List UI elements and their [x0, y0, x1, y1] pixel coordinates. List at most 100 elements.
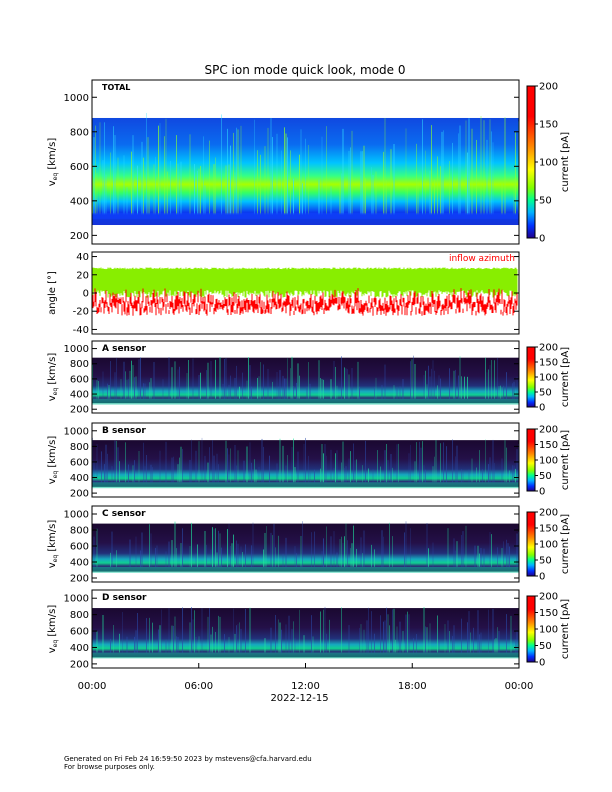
y-tick-label: 200	[70, 405, 89, 416]
y-tick-label: 20	[76, 270, 89, 281]
panel-label: C sensor	[102, 509, 146, 519]
spectrogram-image	[92, 521, 519, 573]
y-tick-label: 600	[70, 627, 89, 638]
angle-legend-label: inflow azimuth	[449, 254, 515, 264]
colorbar-label: current [pA]	[560, 347, 571, 407]
colorbar-tick-label: 0	[539, 658, 545, 669]
panel-label: TOTAL	[102, 83, 130, 92]
footer: Generated on Fri Feb 24 16:59:50 2023 by…	[64, 755, 312, 771]
colorbar-label: current [pA]	[560, 132, 571, 192]
x-tick-label: 06:00	[184, 681, 213, 692]
chart-title: SPC ion mode quick look, mode 0	[205, 63, 406, 77]
colorbar-tick-label: 200	[539, 592, 558, 603]
panel-label: A sensor	[102, 344, 147, 354]
colorbar-tick-label: 100	[539, 625, 558, 636]
colorbar-tick-label: 200	[539, 82, 558, 93]
panel-a-sensor: A sensor 200 400 600 800 1000 veq [km/s] 0 50 100…	[47, 340, 571, 416]
colorbar-tick-label: 200	[539, 425, 558, 436]
y-tick-label: -40	[73, 325, 89, 336]
y-tick-label: 400	[70, 643, 89, 654]
panel-frame	[91, 422, 520, 498]
colorbar-tick-label: 200	[539, 343, 558, 354]
spectrogram-image	[92, 606, 519, 659]
colorbar-tick-label: 100	[539, 456, 558, 467]
colorbar-tick-label: 100	[539, 373, 558, 384]
colorbar-tick-label: 0	[539, 572, 545, 583]
x-date-label: 2022-12-15	[270, 693, 328, 704]
panel-frame	[91, 340, 520, 414]
y-tick-label: 1000	[64, 510, 89, 521]
panel-angle: inflow azimuth -40 -20 0 20 40 angle [°]	[47, 251, 520, 336]
y-tick-label: 800	[70, 127, 89, 138]
colorbar-label: current [pA]	[560, 430, 571, 490]
colorbar-tick-label: 150	[539, 358, 558, 369]
y-axis-label: veq [km/s]	[47, 138, 59, 187]
panel-d-sensor: D sensor 200 400 600 800 1000 veq [km/s] 0 50 100…	[47, 589, 571, 670]
colorbar-tick-label: 0	[539, 234, 545, 245]
colorbar-scale	[526, 428, 536, 492]
y-axis-label: veq [km/s]	[47, 520, 59, 569]
y-axis-label: angle [°]	[47, 271, 58, 315]
y-axis-label: veq [km/s]	[47, 436, 59, 485]
y-tick-label: 200	[70, 489, 89, 500]
colorbar-scale	[526, 85, 536, 239]
panel-b-sensor: B sensor 200 400 600 800 1000 veq [km/s] 0 50 100…	[47, 422, 571, 500]
x-tick-label: 12:00	[291, 681, 320, 692]
colorbar-tick-label: 150	[539, 524, 558, 535]
panel-frame	[91, 505, 520, 583]
time-axis: 00:00 06:00 12:00 18:00 00:00 2022-12-15	[78, 663, 534, 704]
colorbar-tick-label: 50	[539, 556, 552, 567]
colorbar-tick-label: 150	[539, 608, 558, 619]
colorbar-tick-label: 200	[539, 508, 558, 519]
y-tick-label: 600	[70, 542, 89, 553]
panel-label: B sensor	[102, 426, 146, 436]
colorbar-scale	[526, 595, 536, 663]
spectrogram-image	[92, 355, 519, 405]
panel-total: TOTAL 200 400 600 800 1000 veq [km/s] 0 50 100 150…	[47, 79, 571, 245]
y-tick-label: 200	[70, 231, 89, 242]
angle-series	[92, 267, 518, 316]
y-tick-label: 600	[70, 374, 89, 385]
spectrogram-image	[92, 112, 519, 226]
colorbar-tick-label: 150	[539, 120, 558, 131]
y-tick-label: 200	[70, 574, 89, 585]
panel-frame	[91, 79, 520, 245]
colorbar-scale	[526, 511, 536, 577]
colorbar-label: current [pA]	[560, 514, 571, 574]
panel-c-sensor: C sensor 200 400 600 800 1000 veq [km/s] 0 50 100…	[47, 505, 571, 585]
y-tick-label: 400	[70, 196, 89, 207]
colorbar-tick-label: 0	[539, 403, 545, 414]
y-tick-label: 400	[70, 558, 89, 569]
colorbar-tick-label: 50	[539, 641, 552, 652]
footer-note: For browse purposes only.	[64, 763, 155, 771]
colorbar-tick-label: 50	[539, 388, 552, 399]
y-tick-label: 40	[76, 252, 89, 263]
colorbar-tick-label: 100	[539, 158, 558, 169]
y-tick-label: 800	[70, 526, 89, 537]
y-tick-label: -20	[73, 307, 89, 318]
colorbar-label: current [pA]	[560, 599, 571, 659]
colorbar-tick-label: 50	[539, 471, 552, 482]
colorbar-tick-label: 150	[539, 440, 558, 451]
y-tick-label: 800	[70, 610, 89, 621]
x-tick-label: 00:00	[78, 681, 107, 692]
y-tick-label: 1000	[64, 93, 89, 104]
y-tick-label: 400	[70, 473, 89, 484]
colorbar-tick-label: 50	[539, 196, 552, 207]
y-tick-label: 600	[70, 162, 89, 173]
colorbar-tick-label: 100	[539, 540, 558, 551]
y-axis-label: veq [km/s]	[47, 353, 59, 402]
y-tick-label: 1000	[64, 426, 89, 437]
y-axis-label: veq [km/s]	[47, 605, 59, 654]
x-tick-label: 00:00	[505, 681, 534, 692]
y-tick-label: 400	[70, 390, 89, 401]
y-tick-label: 600	[70, 457, 89, 468]
x-tick-label: 18:00	[398, 681, 427, 692]
y-tick-label: 800	[70, 442, 89, 453]
colorbar-scale	[526, 346, 536, 408]
